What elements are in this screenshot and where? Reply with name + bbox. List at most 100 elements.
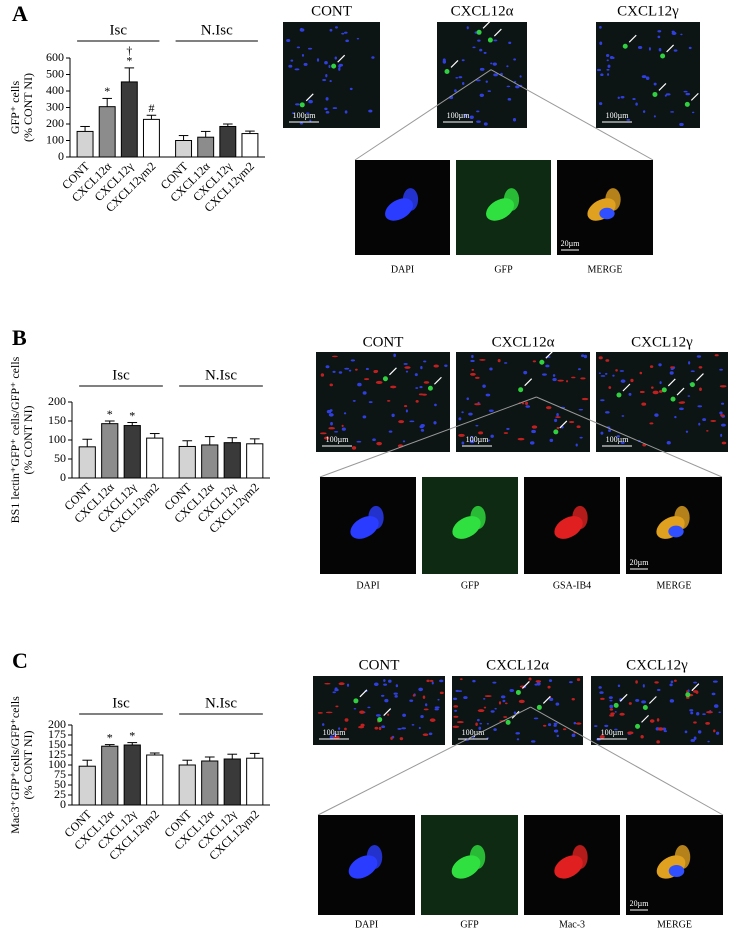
nucleus	[719, 368, 723, 371]
nucleus	[472, 679, 476, 683]
nucleus	[485, 80, 488, 83]
nucleus	[599, 41, 603, 46]
red-stain	[635, 680, 638, 684]
nucleus	[671, 31, 677, 35]
red-stain	[656, 740, 660, 744]
nucleus	[356, 37, 360, 40]
red-stain	[374, 726, 379, 730]
zoom-connector	[354, 69, 492, 161]
significance-marker: †	[126, 44, 132, 58]
nucleus	[685, 92, 691, 96]
nucleus	[348, 369, 352, 372]
arrow	[482, 20, 491, 29]
red-stain	[421, 393, 427, 396]
nucleus	[508, 41, 512, 45]
nucleus	[548, 679, 553, 682]
nucleus	[578, 368, 581, 371]
nucleus	[600, 399, 605, 402]
red-stain	[387, 713, 390, 716]
gfp-cell	[684, 101, 690, 107]
nucleus	[476, 110, 480, 113]
gfp-cell	[331, 63, 337, 69]
nucleus	[673, 49, 678, 52]
red-stain	[714, 354, 719, 357]
gfp-cell	[642, 704, 648, 710]
nucleus	[653, 82, 657, 86]
nucleus	[332, 370, 336, 373]
red-stain	[576, 678, 581, 682]
arrow	[667, 378, 676, 387]
scale-bar-label: 20µm	[630, 899, 650, 908]
gfp-cell	[353, 698, 359, 704]
red-stain	[615, 369, 618, 372]
nucleus	[455, 76, 459, 79]
bar	[146, 754, 164, 806]
nucleus	[616, 435, 620, 438]
nucleus	[365, 367, 369, 371]
nucleus	[409, 699, 414, 702]
nucleus	[599, 25, 602, 29]
red-stain	[705, 721, 710, 725]
nucleus	[437, 698, 440, 701]
nucleus	[519, 75, 522, 78]
nucleus	[606, 59, 609, 62]
nucleus	[509, 689, 515, 693]
nucleus	[470, 359, 475, 362]
nucleus	[531, 429, 536, 434]
red-stain	[557, 379, 564, 382]
y-tick-label: 0	[60, 797, 66, 811]
nucleus	[349, 87, 353, 91]
nucleus	[506, 65, 509, 68]
nucleus	[555, 702, 560, 706]
nucleus	[458, 76, 463, 79]
y-tick-label: 50	[54, 777, 66, 791]
nucleus	[617, 96, 620, 100]
arrow	[337, 54, 346, 63]
gfp-cell	[427, 385, 433, 391]
nucleus	[423, 360, 427, 363]
arrow	[359, 689, 368, 698]
scale-bar-label: 100µm	[323, 728, 347, 737]
nucleus	[606, 68, 610, 71]
nucleus	[575, 443, 578, 447]
y-tick-label: 200	[48, 394, 66, 408]
nucleus	[303, 62, 308, 66]
nucleus	[395, 684, 399, 688]
red-stain	[335, 705, 339, 708]
nucleus	[530, 740, 536, 743]
bar	[120, 81, 138, 158]
gfp-cell	[536, 704, 542, 710]
red-stain	[329, 383, 333, 387]
nucleus	[679, 407, 684, 411]
nucleus	[690, 711, 694, 715]
gfp-cell	[652, 91, 658, 97]
red-stain	[605, 359, 610, 362]
red-stain	[386, 400, 391, 402]
nucleus	[666, 440, 671, 445]
nucleus	[324, 107, 328, 111]
bar	[219, 125, 237, 158]
nucleus	[393, 353, 396, 358]
red-stain	[364, 378, 370, 381]
red-stain	[398, 420, 405, 424]
nucleus	[598, 686, 602, 689]
arrow	[619, 693, 628, 702]
nucleus	[600, 73, 604, 77]
nucleus	[642, 684, 645, 688]
nucleus	[307, 47, 313, 50]
nucleus	[329, 28, 333, 32]
nucleus	[397, 727, 402, 730]
cell-blob	[572, 845, 588, 869]
y-tick-label: 150	[48, 737, 66, 751]
bar	[101, 423, 119, 479]
zoom-connector	[536, 396, 723, 478]
nucleus	[402, 713, 407, 717]
significance-marker: *	[107, 730, 113, 744]
bar	[146, 437, 164, 479]
red-stain	[599, 735, 605, 739]
nucleus	[494, 707, 497, 710]
nucleus	[606, 54, 610, 57]
nucleus	[393, 692, 398, 695]
nucleus	[554, 418, 558, 423]
nucleus	[463, 696, 468, 699]
